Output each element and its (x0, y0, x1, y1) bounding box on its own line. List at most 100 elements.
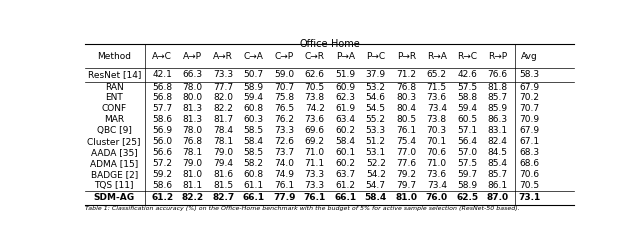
Text: 73.6: 73.6 (427, 170, 447, 179)
Text: 85.9: 85.9 (488, 104, 508, 113)
Text: 57.5: 57.5 (457, 159, 477, 168)
Text: 67.9: 67.9 (519, 126, 540, 135)
Text: 77.9: 77.9 (273, 193, 296, 202)
Text: 54.6: 54.6 (365, 93, 386, 102)
Text: P→A: P→A (336, 52, 355, 61)
Text: 60.8: 60.8 (244, 104, 264, 113)
Text: 81.3: 81.3 (182, 104, 203, 113)
Text: 73.3: 73.3 (274, 126, 294, 135)
Text: 70.9: 70.9 (519, 115, 540, 124)
Text: 76.1: 76.1 (274, 181, 294, 190)
Text: 67.1: 67.1 (519, 137, 540, 146)
Text: 73.7: 73.7 (274, 148, 294, 157)
Text: 59.4: 59.4 (244, 93, 264, 102)
Text: 76.1: 76.1 (396, 126, 416, 135)
Text: 73.4: 73.4 (427, 104, 447, 113)
Text: 37.9: 37.9 (365, 70, 386, 79)
Text: 73.3: 73.3 (305, 181, 324, 190)
Text: 68.3: 68.3 (519, 148, 540, 157)
Text: 54.2: 54.2 (366, 170, 386, 179)
Text: 71.0: 71.0 (427, 159, 447, 168)
Text: 56.8: 56.8 (152, 93, 172, 102)
Text: 56.6: 56.6 (152, 148, 172, 157)
Text: 58.9: 58.9 (244, 83, 264, 92)
Text: 79.4: 79.4 (213, 159, 233, 168)
Text: 73.1: 73.1 (518, 193, 541, 202)
Text: 76.8: 76.8 (396, 83, 416, 92)
Text: 70.5: 70.5 (305, 83, 324, 92)
Text: 71.5: 71.5 (427, 83, 447, 92)
Text: 71.2: 71.2 (396, 70, 416, 79)
Text: 78.1: 78.1 (213, 137, 234, 146)
Text: 60.9: 60.9 (335, 83, 355, 92)
Text: 73.6: 73.6 (427, 93, 447, 102)
Text: 60.2: 60.2 (335, 159, 355, 168)
Text: 58.4: 58.4 (244, 137, 264, 146)
Text: 79.2: 79.2 (396, 170, 416, 179)
Text: 78.1: 78.1 (182, 148, 203, 157)
Text: 86.1: 86.1 (488, 181, 508, 190)
Text: 56.4: 56.4 (457, 137, 477, 146)
Text: 66.1: 66.1 (243, 193, 265, 202)
Text: 57.5: 57.5 (457, 83, 477, 92)
Text: 59.0: 59.0 (274, 70, 294, 79)
Text: 58.8: 58.8 (457, 93, 477, 102)
Text: 57.7: 57.7 (152, 104, 172, 113)
Text: 68.6: 68.6 (519, 159, 540, 168)
Text: 58.4: 58.4 (335, 137, 355, 146)
Text: 76.5: 76.5 (274, 104, 294, 113)
Text: 53.2: 53.2 (365, 83, 386, 92)
Text: 59.2: 59.2 (152, 170, 172, 179)
Text: 56.9: 56.9 (152, 126, 172, 135)
Text: 70.2: 70.2 (520, 93, 540, 102)
Text: 62.6: 62.6 (305, 70, 324, 79)
Text: 42.6: 42.6 (458, 70, 477, 79)
Text: 77.7: 77.7 (213, 83, 234, 92)
Text: C→R: C→R (305, 52, 324, 61)
Text: 65.2: 65.2 (427, 70, 447, 79)
Text: 70.6: 70.6 (427, 148, 447, 157)
Text: 79.7: 79.7 (396, 181, 416, 190)
Text: R→P: R→P (488, 52, 508, 61)
Text: 62.3: 62.3 (335, 93, 355, 102)
Text: CONF: CONF (102, 104, 127, 113)
Text: 50.7: 50.7 (244, 70, 264, 79)
Text: R→A: R→A (427, 52, 447, 61)
Text: 81.1: 81.1 (182, 181, 203, 190)
Text: 82.2: 82.2 (213, 104, 233, 113)
Text: A→P: A→P (183, 52, 202, 61)
Text: 87.0: 87.0 (486, 193, 509, 202)
Text: 85.7: 85.7 (488, 93, 508, 102)
Text: 70.7: 70.7 (519, 104, 540, 113)
Text: 74.2: 74.2 (305, 104, 324, 113)
Text: 78.0: 78.0 (182, 126, 203, 135)
Text: 82.4: 82.4 (488, 137, 508, 146)
Text: R→C: R→C (457, 52, 477, 61)
Text: 55.2: 55.2 (365, 115, 386, 124)
Text: ENT: ENT (106, 93, 123, 102)
Text: 60.5: 60.5 (457, 115, 477, 124)
Text: 66.1: 66.1 (334, 193, 356, 202)
Text: 79.0: 79.0 (182, 159, 203, 168)
Text: 70.6: 70.6 (519, 170, 540, 179)
Text: 86.3: 86.3 (488, 115, 508, 124)
Text: 69.6: 69.6 (305, 126, 324, 135)
Text: A→C: A→C (152, 52, 172, 61)
Text: 73.8: 73.8 (427, 115, 447, 124)
Text: 77.6: 77.6 (396, 159, 416, 168)
Text: 56.8: 56.8 (152, 83, 172, 92)
Text: 57.2: 57.2 (152, 159, 172, 168)
Text: ADMA [15]: ADMA [15] (90, 159, 138, 168)
Text: 75.4: 75.4 (396, 137, 416, 146)
Text: 81.6: 81.6 (213, 170, 234, 179)
Text: 74.9: 74.9 (274, 170, 294, 179)
Text: Table 1: Classification accuracy (%) on the Office-Home benchmark with the budge: Table 1: Classification accuracy (%) on … (85, 206, 520, 211)
Text: 73.3: 73.3 (213, 70, 234, 79)
Text: 58.3: 58.3 (519, 70, 540, 79)
Text: 81.7: 81.7 (213, 115, 234, 124)
Text: 77.0: 77.0 (396, 148, 416, 157)
Text: 71.0: 71.0 (305, 148, 324, 157)
Text: 76.8: 76.8 (182, 137, 203, 146)
Text: 60.3: 60.3 (244, 115, 264, 124)
Text: 83.1: 83.1 (488, 126, 508, 135)
